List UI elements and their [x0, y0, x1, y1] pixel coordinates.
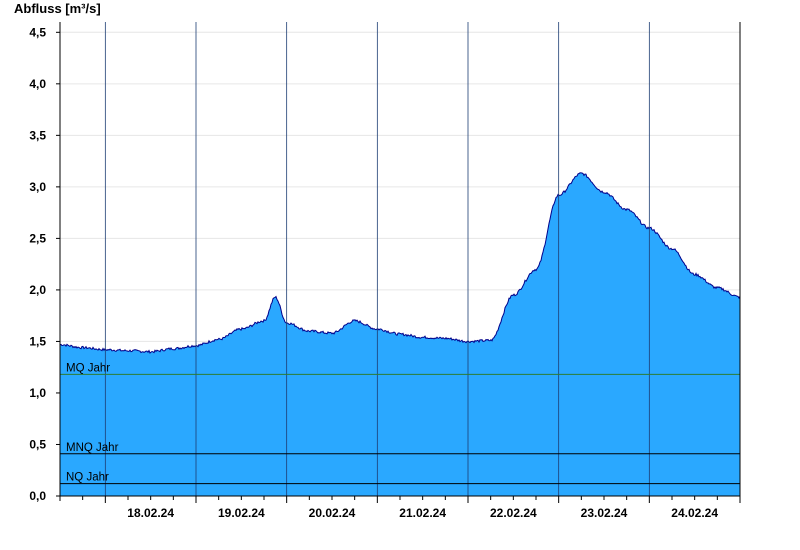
- y-tick-label: 3,5: [29, 128, 46, 142]
- x-tick-label: 22.02.24: [490, 506, 537, 520]
- reference-line-label: MNQ Jahr: [66, 442, 119, 454]
- y-axis-label: Abfluss [m³/s]: [14, 1, 101, 16]
- x-ticks: 18.02.24 19.02.24 20.02.24 21.02.24 22.02.24…: [59, 496, 741, 520]
- discharge-line: [59, 172, 741, 354]
- y-tick-label: 0,5: [29, 437, 46, 451]
- x-tick-label: 19.02.24: [218, 506, 265, 520]
- y-tick-label: 3,0: [29, 180, 46, 194]
- discharge-area: [60, 172, 740, 497]
- y-tick-label: 0,0: [29, 489, 46, 503]
- y-tick-label: 2,0: [29, 283, 46, 297]
- x-tick-label: 18.02.24: [127, 506, 174, 520]
- y-ticks: 0,0 0,5 1,0 1,5 2,0 2,5 3,0 3,5 4,0 4,5: [29, 25, 60, 503]
- x-tick-label: 23.02.24: [581, 506, 628, 520]
- y-tick-label: 1,5: [29, 334, 46, 348]
- x-tick-label: 21.02.24: [399, 506, 446, 520]
- y-tick-label: 4,0: [29, 77, 46, 91]
- reference-lines: MQ Jahr MNQ Jahr NQ Jahr: [60, 362, 740, 485]
- reference-line-label: MQ Jahr: [66, 362, 110, 374]
- y-tick-label: 1,0: [29, 386, 46, 400]
- day-separators: [104, 22, 650, 496]
- x-tick-label: 20.02.24: [309, 506, 356, 520]
- reference-line-label: NQ Jahr: [66, 472, 109, 484]
- y-tick-label: 4,5: [29, 25, 46, 39]
- y-tick-label: 2,5: [29, 231, 46, 245]
- x-tick-label: 24.02.24: [671, 506, 718, 520]
